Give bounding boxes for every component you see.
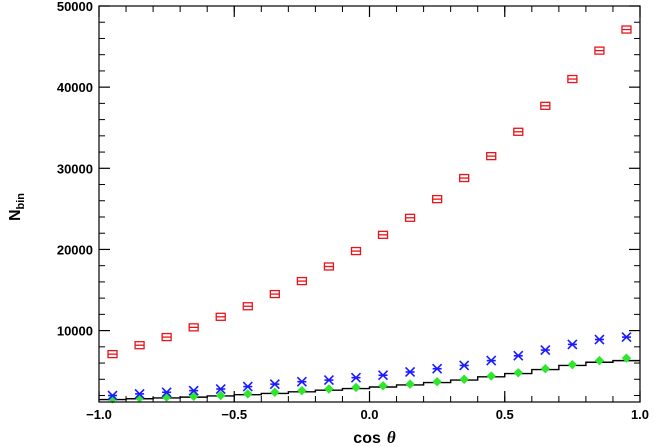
green-diamond-point <box>486 371 496 381</box>
blue-asterisk-point <box>350 372 362 383</box>
blue-asterisk-point <box>107 390 118 401</box>
tick-labels: −1.0 −0.5 0.0 0.5 1.0 10000 20000 30000 40000 500… <box>57 0 649 422</box>
x-tick-label: 1.0 <box>631 407 649 422</box>
y-tick-label: 50000 <box>57 0 93 14</box>
blue-asterisk-point <box>269 379 280 390</box>
green-diamond-point <box>513 368 523 378</box>
red-square-point <box>134 341 145 350</box>
green-diamond-point <box>621 353 632 363</box>
blue-asterisk-point <box>242 381 253 392</box>
blue-asterisk-point <box>567 339 578 350</box>
red-square-point <box>215 312 226 321</box>
green-diamond-point <box>188 391 199 402</box>
x-tick-label: −0.5 <box>221 407 247 422</box>
red-square-point <box>377 230 389 239</box>
red-square-point <box>404 213 416 222</box>
blue-asterisk-point <box>188 385 199 396</box>
plot-frame <box>98 5 641 403</box>
red-square-point <box>567 74 578 84</box>
x-tick-label: 0.5 <box>496 407 514 422</box>
green-diamond-point <box>567 359 578 370</box>
x-axis-label-symbol: θ <box>387 428 396 447</box>
y-axis-label-main: N <box>7 209 24 221</box>
green-diamond-point <box>134 393 145 403</box>
blue-asterisk-point <box>215 383 226 395</box>
data-points <box>107 25 632 404</box>
green-diamond-point <box>216 390 226 401</box>
blue-asterisk-point <box>134 388 145 399</box>
blue-asterisk-point <box>377 370 389 381</box>
y-tick-label: 10000 <box>57 324 93 339</box>
green-diamond-point <box>324 384 334 394</box>
red-square-point <box>621 25 632 34</box>
y-axis-label-sub: bin <box>15 193 27 210</box>
axis-ticks <box>98 5 641 402</box>
red-square-point <box>594 46 605 55</box>
red-square-point <box>161 332 172 342</box>
x-tick-label: −1.0 <box>86 407 112 422</box>
y-tick-label: 40000 <box>57 80 93 95</box>
green-diamond-point <box>378 381 388 391</box>
y-tick-label: 30000 <box>57 161 93 176</box>
green-diamond-point <box>459 374 469 384</box>
blue-asterisk-point <box>323 375 334 386</box>
blue-asterisk-point <box>540 344 551 356</box>
red-square-point <box>242 302 253 311</box>
y-tick-label: 20000 <box>57 242 93 257</box>
red-square-point <box>350 246 362 256</box>
blue-asterisk-point <box>459 360 470 371</box>
green-diamond-point <box>297 385 307 396</box>
red-square-point <box>107 349 118 359</box>
green-diamond-point <box>270 387 280 397</box>
x-tick-label: 0.0 <box>360 407 378 422</box>
blue-asterisk-point <box>432 363 443 374</box>
red-square-point <box>431 194 443 204</box>
blue-asterisk-point <box>594 334 605 345</box>
blue-asterisk-point <box>486 355 497 366</box>
green-diamond-point <box>594 355 605 366</box>
blue-asterisk-point <box>296 376 307 387</box>
blue-asterisk-point <box>405 366 416 378</box>
blue-asterisk-point <box>513 350 524 361</box>
green-diamond-point <box>540 364 551 374</box>
green-diamond-point <box>432 377 442 387</box>
x-axis-label: cos θ <box>353 428 396 447</box>
red-square-point <box>486 151 497 161</box>
x-axis-label-prefix: cos <box>353 430 381 447</box>
red-square-point <box>540 101 551 110</box>
red-square-point <box>269 289 280 299</box>
green-diamond-point <box>405 379 415 389</box>
red-square-point <box>459 173 470 183</box>
blue-asterisk-point <box>621 332 632 343</box>
y-axis-label: Nbin <box>7 193 27 221</box>
red-square-point <box>296 276 308 286</box>
red-square-point <box>188 323 199 332</box>
blue-asterisk-point <box>161 387 172 398</box>
green-diamond-point <box>351 382 361 393</box>
red-square-point <box>323 262 335 271</box>
red-square-point <box>513 127 524 136</box>
green-diamond-point <box>243 389 253 399</box>
